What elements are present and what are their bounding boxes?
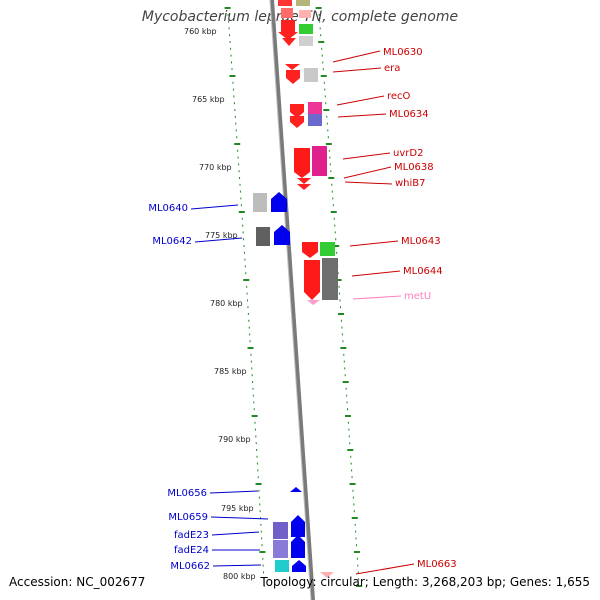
scale-label-765: 765 kbp: [192, 95, 225, 104]
genome-backbone-highlight: [269, 0, 312, 600]
gene-label-fade24[interactable]: fadE24: [174, 545, 209, 556]
gene-block: [296, 0, 310, 6]
gene-label-ml0630[interactable]: ML0630: [383, 47, 423, 58]
gene-block: [299, 10, 311, 18]
leader-line: [336, 95, 385, 106]
gene-block: [304, 68, 318, 82]
scale-labels: 760 kbp 765 kbp 770 kbp 775 kbp 780 kbp …: [184, 27, 256, 581]
gene-block: [299, 36, 313, 46]
gene-arrow: [297, 184, 311, 190]
gene-arrow: [304, 260, 320, 300]
gene-block: [256, 227, 270, 246]
forward-strand-features: [278, 0, 338, 578]
gene-label-fade23[interactable]: fadE23: [174, 530, 209, 541]
gene-label-ml0663[interactable]: ML0663: [417, 559, 457, 570]
scale-label-775: 775 kbp: [205, 231, 238, 240]
scale-label-800: 800 kbp: [223, 572, 256, 581]
gene-arrow: [290, 487, 302, 492]
gene-arrow: [274, 225, 290, 245]
scale-label-780: 780 kbp: [210, 299, 243, 308]
gene-label-ml0634[interactable]: ML0634: [389, 109, 429, 120]
gene-block: [275, 560, 289, 572]
leader-line: [190, 204, 239, 210]
gene-label-uvrd2[interactable]: uvrD2: [393, 148, 423, 159]
gene-arrow: [302, 242, 318, 258]
gene-arrow: [297, 178, 311, 184]
gene-arrow: [291, 515, 305, 537]
genome-summary-text: Topology: circular; Length: 3,268,203 bp…: [260, 575, 590, 589]
gene-arrow: [290, 116, 304, 128]
scale-label-790: 790 kbp: [218, 435, 251, 444]
gene-label-ml0656[interactable]: ML0656: [167, 488, 207, 499]
leader-line: [349, 240, 399, 247]
gene-block: [281, 8, 293, 18]
genome-backbone: [270, 0, 315, 600]
gene-arrow: [292, 560, 306, 572]
gene-label-era[interactable]: era: [384, 63, 400, 74]
gene-label-ml0638[interactable]: ML0638: [394, 162, 434, 173]
leader-line: [352, 295, 402, 300]
gene-arrow: [291, 535, 305, 558]
gene-label-ml0640[interactable]: ML0640: [148, 203, 188, 214]
leader-line: [343, 166, 392, 179]
scale-ring-left: [224, 7, 266, 587]
gene-block: [312, 146, 327, 176]
leader-line: [337, 113, 387, 118]
gene-block: [320, 242, 335, 256]
gene-arrow: [278, 20, 298, 40]
gene-arrow: [271, 192, 287, 212]
gene-block: [278, 0, 292, 6]
leader-line: [355, 563, 415, 575]
gene-block: [299, 24, 313, 34]
gene-label-ml0662[interactable]: ML0662: [170, 561, 210, 572]
leader-line: [211, 531, 260, 536]
scale-ring-right: [315, 7, 363, 587]
gene-block: [308, 102, 322, 114]
gene-arrow: [307, 300, 320, 305]
left-labels: ML0640 ML0642 ML0656 ML0659 fadE23 fadE2…: [148, 203, 269, 572]
scale-label-760: 760 kbp: [184, 27, 217, 36]
gene-block: [273, 522, 288, 539]
gene-block: [273, 540, 288, 558]
leader-line: [194, 237, 243, 243]
gene-block: [253, 193, 267, 212]
leader-line: [344, 181, 393, 185]
gene-arrow: [320, 572, 334, 578]
gene-label-reco[interactable]: recO: [387, 91, 411, 102]
gene-arrow: [286, 70, 300, 84]
scale-label-795: 795 kbp: [221, 504, 254, 513]
gene-block: [308, 114, 322, 126]
gene-label-ml0643[interactable]: ML0643: [401, 236, 441, 247]
gene-label-whib7[interactable]: whiB7: [395, 178, 426, 189]
gene-label-ml0642[interactable]: ML0642: [152, 236, 192, 247]
gene-label-ml0659[interactable]: ML0659: [168, 512, 208, 523]
leader-line: [332, 50, 381, 63]
gene-label-ml0644[interactable]: ML0644: [403, 266, 443, 277]
leader-line: [351, 270, 401, 277]
gene-block: [322, 258, 338, 300]
scale-label-770: 770 kbp: [199, 163, 232, 172]
gene-label-metu[interactable]: metU: [404, 291, 431, 302]
reverse-strand-features: [253, 192, 306, 572]
gene-arrow: [290, 104, 304, 118]
accession-text: Accession: NC_002677: [9, 575, 146, 589]
leader-line: [332, 67, 382, 73]
leader-line: [209, 490, 259, 494]
leader-line: [212, 564, 262, 567]
gene-arrow: [294, 148, 310, 178]
leader-line: [342, 152, 391, 160]
gene-arrow: [282, 38, 296, 46]
right-labels: ML0630 era recO ML0634 uvrD2 ML0638 whiB…: [332, 47, 457, 575]
scale-label-785: 785 kbp: [214, 367, 247, 376]
leader-line: [210, 516, 269, 520]
gene-arrow: [285, 64, 300, 70]
